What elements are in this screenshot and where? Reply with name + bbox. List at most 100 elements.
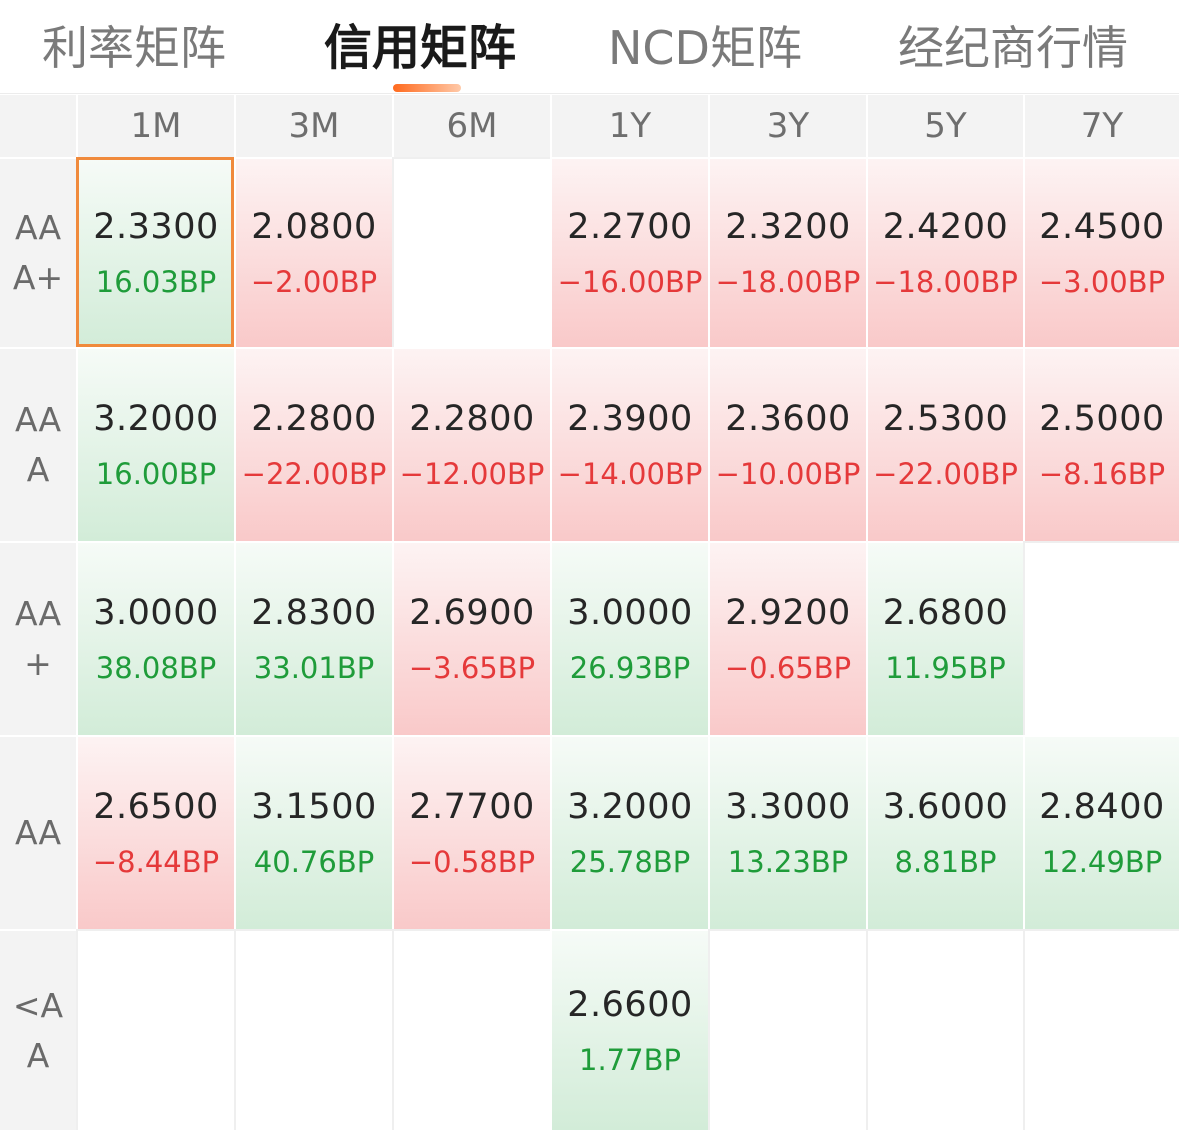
yield-value: 3.0000 (567, 593, 693, 633)
matrix-cell-empty (1023, 929, 1179, 1130)
bp-change: −3.00BP (1038, 265, 1166, 299)
bp-change: 16.00BP (95, 457, 217, 491)
bp-change: −0.58BP (408, 845, 536, 879)
rating-row-label: AA (0, 735, 76, 929)
yield-value: 2.5000 (1039, 399, 1165, 439)
bp-change: −18.00BP (715, 265, 861, 299)
matrix-cell[interactable]: 2.8300 33.01BP (234, 541, 392, 735)
yield-value: 2.8400 (1039, 787, 1165, 827)
matrix-cell[interactable]: 2.5000 −8.16BP (1023, 347, 1179, 541)
rating-row-label: AA A (0, 347, 76, 541)
yield-value: 3.0000 (93, 593, 219, 633)
column-header-3y[interactable]: 3Y (708, 95, 866, 157)
tab-credit-matrix[interactable]: 信用矩阵 (324, 20, 517, 76)
matrix-cell[interactable]: 3.0000 38.08BP (76, 541, 234, 735)
matrix-cell-empty (234, 929, 392, 1130)
bp-change: 12.49BP (1041, 845, 1163, 879)
yield-value: 2.0800 (251, 207, 377, 247)
matrix-cell-empty (76, 929, 234, 1130)
yield-value: 3.6000 (882, 787, 1009, 827)
yield-value: 2.9200 (725, 593, 851, 633)
matrix-cell[interactable]: 2.3300 16.03BP (76, 157, 234, 347)
bp-change: −16.00BP (557, 265, 703, 299)
matrix-cell[interactable]: 2.3600 −10.00BP (708, 347, 866, 541)
yield-value: 2.7700 (409, 787, 535, 827)
rating-label-line: A (26, 450, 50, 489)
header-corner (0, 95, 76, 157)
matrix-cell[interactable]: 2.0800 −2.00BP (234, 157, 392, 347)
matrix-cell-empty (866, 929, 1023, 1130)
matrix-cell[interactable]: 2.9200 −0.65BP (708, 541, 866, 735)
matrix-cell[interactable]: 3.1500 40.76BP (234, 735, 392, 929)
bp-change: −8.44BP (92, 845, 220, 879)
rating-row-label: <A A (0, 929, 76, 1130)
column-header-1m[interactable]: 1M (76, 95, 234, 157)
matrix-cell[interactable]: 2.2800 −12.00BP (392, 347, 550, 541)
matrix-cell[interactable]: 2.6500 −8.44BP (76, 735, 234, 929)
bp-change: 25.78BP (569, 845, 691, 879)
matrix-cell[interactable]: 2.3900 −14.00BP (550, 347, 708, 541)
rating-label-line: AA (14, 400, 62, 439)
yield-value: 2.6800 (882, 593, 1009, 633)
matrix-cell[interactable]: 3.2000 16.00BP (76, 347, 234, 541)
yield-value: 2.6500 (93, 787, 219, 827)
matrix-cell[interactable]: 3.2000 25.78BP (550, 735, 708, 929)
matrix-cell-empty (708, 929, 866, 1130)
yield-value: 2.6900 (409, 593, 535, 633)
matrix-cell-empty (392, 157, 550, 347)
matrix-cell[interactable]: 2.6600 1.77BP (550, 929, 708, 1130)
matrix-cell[interactable]: 2.7700 −0.58BP (392, 735, 550, 929)
yield-value: 2.2700 (567, 207, 693, 247)
matrix-cell[interactable]: 3.3000 13.23BP (708, 735, 866, 929)
yield-value: 2.4200 (882, 207, 1009, 247)
matrix-cell[interactable]: 2.3200 −18.00BP (708, 157, 866, 347)
yield-value: 3.1500 (251, 787, 377, 827)
matrix-cell[interactable]: 2.2700 −16.00BP (550, 157, 708, 347)
rating-label-line: <A (12, 985, 64, 1025)
yield-value: 2.8300 (251, 593, 377, 633)
yield-value: 3.2000 (93, 399, 219, 439)
rating-label-line: AA (14, 594, 62, 633)
yield-value: 2.3600 (725, 399, 851, 439)
matrix-cell[interactable]: 2.8400 12.49BP (1023, 735, 1179, 929)
tab-broker-quotes[interactable]: 经纪商行情 (898, 21, 1128, 75)
yield-value: 2.6600 (567, 984, 693, 1025)
bp-change: 11.95BP (885, 651, 1006, 685)
matrix-cell[interactable]: 2.6800 11.95BP (866, 541, 1023, 735)
column-header-3m[interactable]: 3M (234, 95, 392, 157)
matrix-cell-empty (1023, 541, 1179, 735)
yield-value: 2.3300 (93, 207, 219, 247)
matrix-cell[interactable]: 2.4500 −3.00BP (1023, 157, 1179, 347)
rating-label-line: + (24, 644, 52, 683)
matrix-cell[interactable]: 2.6900 −3.65BP (392, 541, 550, 735)
matrix-cell[interactable]: 2.2800 −22.00BP (234, 347, 392, 541)
active-tab-indicator (393, 84, 461, 92)
bp-change: −22.00BP (873, 457, 1018, 491)
rating-row-label: AA A+ (0, 157, 76, 347)
matrix-cell[interactable]: 2.5300 −22.00BP (866, 347, 1023, 541)
bp-change: 26.93BP (569, 651, 691, 685)
column-header-6m[interactable]: 6M (392, 95, 550, 157)
bp-change: 1.77BP (579, 1042, 681, 1077)
column-header-7y[interactable]: 7Y (1023, 95, 1179, 157)
tab-ncd-matrix[interactable]: NCD矩阵 (608, 21, 802, 75)
column-header-1y[interactable]: 1Y (550, 95, 708, 157)
bp-change: −22.00BP (241, 457, 387, 491)
rating-label-line: AA (14, 813, 62, 852)
matrix-cell[interactable]: 3.0000 26.93BP (550, 541, 708, 735)
matrix-cell[interactable]: 3.6000 8.81BP (866, 735, 1023, 929)
bp-change: −14.00BP (557, 457, 703, 491)
rating-row-label: AA + (0, 541, 76, 735)
yield-value: 3.3000 (725, 787, 851, 827)
rating-label-line: A+ (12, 258, 64, 297)
bp-change: −12.00BP (399, 457, 545, 491)
column-header-5y[interactable]: 5Y (866, 95, 1023, 157)
bp-change: −10.00BP (715, 457, 861, 491)
tab-bar: 利率矩阵 信用矩阵 NCD矩阵 经纪商行情 (0, 0, 1179, 94)
rating-label-line: AA (14, 208, 62, 247)
tab-rate-matrix[interactable]: 利率矩阵 (42, 21, 226, 75)
matrix-cell[interactable]: 2.4200 −18.00BP (866, 157, 1023, 347)
matrix-cell-empty (392, 929, 550, 1130)
bp-change: 38.08BP (95, 651, 217, 685)
yield-value: 2.2800 (409, 399, 535, 439)
